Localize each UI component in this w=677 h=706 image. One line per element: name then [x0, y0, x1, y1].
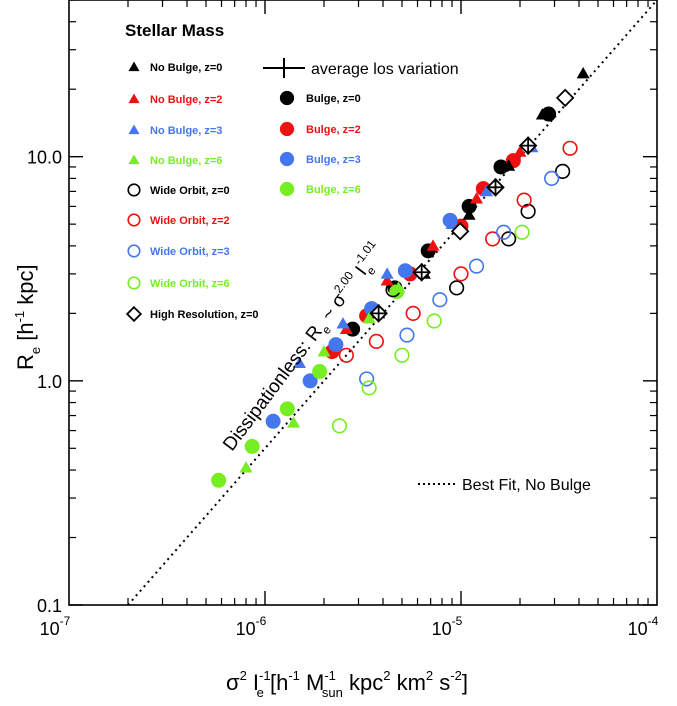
data-point: [432, 292, 448, 308]
legend-marker: [279, 90, 295, 106]
data-point: [399, 327, 415, 343]
data-point: [496, 224, 512, 240]
legend: No Bulge, z=0 No Bulge, z=2 No Bulge, z=3 N…: [125, 61, 361, 323]
data-point: [576, 67, 590, 79]
data-point: [331, 418, 348, 434]
data-point: [555, 163, 571, 179]
legend-entry-label: No Bulge, z=0: [150, 62, 222, 74]
data-point: [502, 159, 516, 171]
data-point: [480, 184, 494, 197]
legend-marker: [127, 276, 141, 290]
data-point: [265, 413, 281, 429]
legend-marker: [128, 124, 140, 135]
data-point: [302, 373, 318, 389]
legend-marker: [128, 93, 140, 104]
data-point: [485, 231, 501, 247]
data-point: [445, 217, 459, 230]
x-axis-title: σ2 I-1 e [h-1 M-1 sun kpc2 km2 s-2]: [226, 668, 468, 700]
data-point: [287, 416, 301, 428]
data-point: [380, 267, 394, 279]
legend-marker: [128, 61, 140, 72]
data-point: [362, 311, 376, 324]
legend-entry-label: Bulge, z=0: [306, 93, 361, 105]
legend-entry-label: Bulge, z=2: [306, 124, 361, 136]
data-point: [244, 438, 260, 454]
data-point: [468, 258, 485, 274]
data-point: [405, 305, 421, 321]
legend-entry-label: No Bulge, z=6: [150, 155, 222, 167]
data-point: [239, 461, 253, 473]
fit-annotation: Dissipationless: Re ~ σ2.00 Ie-1.01: [215, 237, 391, 457]
data-point: [562, 140, 578, 156]
y-tick-label: 1.0: [37, 372, 62, 392]
x-tick-label: 10-6: [236, 614, 267, 639]
legend-marker: [127, 244, 141, 258]
y-tick-label: 10.0: [27, 148, 62, 168]
data-point: [359, 371, 375, 387]
plot-frame: [68, 0, 658, 606]
data-point: [397, 263, 413, 279]
data-point: [336, 317, 350, 329]
data-point: [426, 313, 442, 329]
legend-marker: [128, 154, 140, 165]
data-point: [470, 192, 484, 204]
y-tick-label: 0.1: [37, 596, 62, 616]
legend-marker: [125, 305, 143, 323]
legend-entry-label: Bulge, z=6: [306, 184, 361, 196]
data-point: [279, 401, 295, 417]
data-points: [211, 67, 590, 488]
legend-entry-label: Bulge, z=3: [306, 154, 361, 166]
legend-entry-label: No Bulge, z=2: [150, 94, 222, 106]
legend-marker: [279, 151, 295, 167]
data-point: [520, 203, 536, 220]
data-point: [462, 208, 476, 220]
legend-entry-label: No Bulge, z=3: [150, 125, 222, 137]
data-point: [426, 239, 440, 251]
data-point: [368, 333, 384, 349]
x-tick-label: 10-4: [628, 614, 659, 639]
data-point: [450, 221, 470, 241]
axis-ticks: 10-7 10-6 10-5 10-4 0.1 1.0 10.0: [27, 0, 659, 639]
data-point: [514, 224, 530, 240]
x-tick-label: 10-7: [40, 614, 71, 639]
legend-entry-label: Wide Orbit, z=0: [150, 185, 230, 197]
data-point: [516, 192, 532, 208]
best-fit-line: [127, 0, 658, 606]
legend-marker: [279, 181, 295, 197]
legend-marker: [127, 183, 141, 197]
data-point: [293, 356, 307, 368]
legend-marker: [279, 121, 295, 137]
legend-entry-label: Wide Orbit, z=2: [150, 215, 230, 227]
data-point: [555, 88, 575, 108]
data-point: [380, 274, 394, 286]
data-point: [453, 266, 469, 282]
chart-title: Stellar Mass: [125, 21, 224, 40]
data-point: [317, 345, 331, 357]
data-point: [328, 337, 344, 353]
data-point: [544, 170, 560, 187]
data-point: [535, 108, 549, 120]
legend-entry-label: Wide Orbit, z=6: [150, 278, 230, 290]
legend-bestfit-label: Best Fit, No Bulge: [462, 477, 591, 494]
data-point: [312, 364, 328, 380]
data-point: [513, 145, 527, 157]
data-point: [338, 347, 354, 363]
data-point: [449, 280, 465, 296]
legend-errorbar-label: average los variation: [311, 61, 459, 78]
data-point: [392, 281, 406, 293]
data-point: [361, 380, 377, 396]
data-point: [211, 472, 227, 488]
legend-entry-label: High Resolution, z=0: [150, 309, 258, 321]
legend-entry-label: Wide Orbit, z=3: [150, 246, 230, 258]
legend-marker: [127, 213, 141, 227]
x-tick-label: 10-5: [432, 614, 463, 639]
y-axis-title: Re [h-1 kpc]: [12, 264, 43, 370]
data-point: [394, 347, 410, 363]
error-bars: [370, 136, 537, 323]
